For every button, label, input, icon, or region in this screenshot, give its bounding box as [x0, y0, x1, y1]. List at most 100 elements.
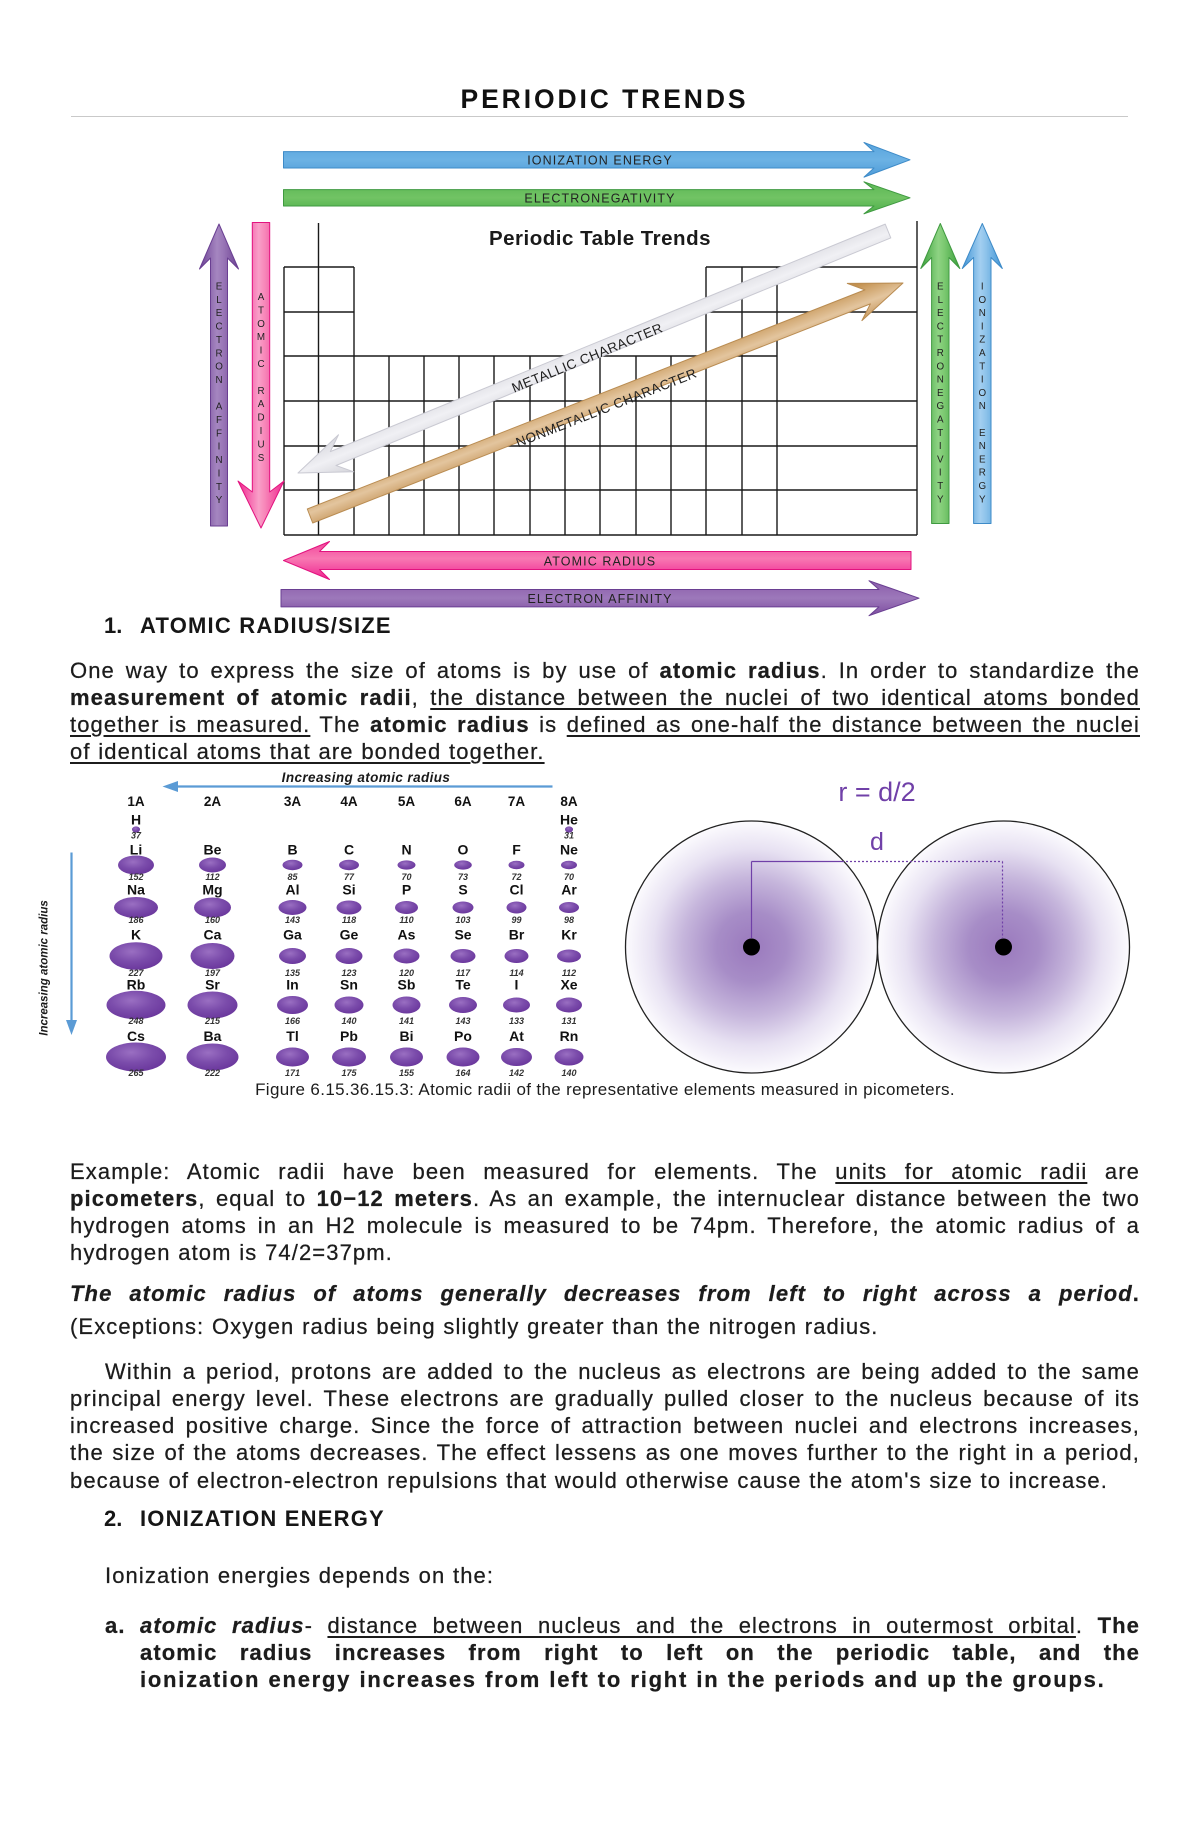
- svg-text:Rn: Rn: [560, 1028, 579, 1044]
- svg-text:E: E: [937, 282, 944, 293]
- svg-text:R: R: [937, 348, 944, 359]
- svg-text:T: T: [216, 335, 222, 346]
- svg-text:Cs: Cs: [127, 1028, 145, 1044]
- svg-text:37: 37: [131, 831, 142, 841]
- svg-text:Be: Be: [204, 842, 222, 858]
- svg-text:135: 135: [285, 968, 301, 978]
- svg-text:77: 77: [344, 872, 355, 882]
- svg-text:I: I: [260, 346, 263, 357]
- svg-text:Cl: Cl: [510, 882, 524, 898]
- svg-text:Ba: Ba: [204, 1028, 222, 1044]
- svg-text:d: d: [870, 828, 884, 856]
- svg-text:As: As: [398, 927, 416, 943]
- svg-text:E: E: [937, 308, 944, 319]
- svg-text:I: I: [515, 977, 519, 993]
- svg-text:A: A: [216, 402, 223, 413]
- svg-text:D: D: [257, 413, 264, 424]
- svg-text:Ne: Ne: [560, 842, 578, 858]
- svg-text:V: V: [937, 454, 944, 465]
- svg-text:C: C: [215, 322, 222, 333]
- svg-text:70: 70: [564, 872, 574, 882]
- svg-text:Na: Na: [127, 882, 145, 898]
- svg-text:S: S: [258, 453, 265, 464]
- svg-text:118: 118: [342, 915, 356, 925]
- svg-text:Sn: Sn: [340, 977, 358, 993]
- svg-text:F: F: [512, 842, 521, 858]
- svg-text:131: 131: [561, 1016, 576, 1026]
- svg-text:N: N: [979, 401, 986, 412]
- svg-text:O: O: [458, 842, 469, 858]
- svg-text:166: 166: [285, 1016, 301, 1026]
- svg-text:Se: Se: [454, 927, 471, 943]
- svg-text:Sr: Sr: [205, 977, 220, 993]
- svg-text:Tl: Tl: [286, 1028, 298, 1044]
- svg-text:Xe: Xe: [560, 977, 577, 993]
- svg-text:T: T: [937, 481, 943, 492]
- svg-text:Increasing atomic radius: Increasing atomic radius: [39, 900, 51, 1036]
- svg-text:140: 140: [561, 1068, 576, 1078]
- svg-text:117: 117: [456, 968, 471, 978]
- svg-text:IONIZATION ENERGY: IONIZATION ENERGY: [527, 154, 673, 168]
- svg-text:E: E: [216, 308, 223, 319]
- svg-text:I: I: [218, 468, 221, 479]
- svg-text:70: 70: [401, 872, 411, 882]
- svg-text:Al: Al: [286, 882, 300, 898]
- svg-text:P: P: [402, 882, 411, 898]
- svg-text:A: A: [258, 292, 265, 303]
- svg-text:At: At: [509, 1028, 524, 1044]
- svg-text:N: N: [979, 308, 986, 319]
- svg-text:197: 197: [205, 968, 221, 978]
- svg-text:G: G: [978, 481, 986, 492]
- svg-text:r = d/2: r = d/2: [838, 777, 915, 807]
- svg-text:114: 114: [509, 968, 523, 978]
- svg-text:ELECTRONEGATIVITY: ELECTRONEGATIVITY: [524, 192, 675, 206]
- svg-text:T: T: [937, 428, 943, 439]
- svg-text:N: N: [979, 441, 986, 452]
- svg-text:Br: Br: [509, 927, 525, 943]
- svg-text:I: I: [260, 426, 263, 437]
- svg-text:171: 171: [285, 1068, 300, 1078]
- svg-text:S: S: [458, 882, 467, 898]
- svg-text:I: I: [939, 468, 942, 479]
- svg-text:Periodic Table Trends: Periodic Table Trends: [489, 227, 711, 250]
- svg-text:Increasing atomic radius: Increasing atomic radius: [282, 770, 451, 785]
- svg-text:120: 120: [399, 968, 414, 978]
- svg-text:In: In: [286, 977, 298, 993]
- svg-text:Y: Y: [937, 494, 944, 505]
- svg-text:E: E: [937, 388, 944, 399]
- svg-text:C: C: [937, 321, 944, 332]
- svg-text:O: O: [978, 388, 986, 399]
- svg-text:Kr: Kr: [561, 927, 577, 943]
- svg-text:5A: 5A: [398, 794, 416, 809]
- svg-text:142: 142: [509, 1068, 524, 1078]
- svg-text:Ga: Ga: [283, 927, 302, 943]
- svg-text:I: I: [981, 282, 984, 293]
- svg-text:155: 155: [399, 1068, 415, 1078]
- svg-text:Si: Si: [342, 882, 355, 898]
- svg-text:N: N: [215, 375, 222, 386]
- svg-text:G: G: [936, 401, 944, 412]
- svg-text:265: 265: [127, 1068, 144, 1078]
- svg-text:R: R: [257, 386, 264, 397]
- svg-text:Te: Te: [455, 977, 471, 993]
- svg-text:248: 248: [127, 1016, 143, 1026]
- svg-text:B: B: [287, 842, 297, 858]
- svg-text:Rb: Rb: [127, 977, 146, 993]
- svg-text:U: U: [257, 439, 264, 450]
- svg-text:175: 175: [341, 1068, 357, 1078]
- svg-text:C: C: [344, 842, 354, 858]
- svg-text:T: T: [979, 361, 985, 372]
- svg-text:110: 110: [399, 915, 413, 925]
- svg-text:112: 112: [205, 872, 219, 882]
- svg-text:123: 123: [341, 968, 356, 978]
- svg-text:H: H: [131, 812, 141, 828]
- svg-text:I: I: [218, 442, 221, 453]
- svg-text:T: T: [937, 335, 943, 346]
- svg-text:72: 72: [511, 872, 521, 882]
- svg-text:I: I: [981, 321, 984, 332]
- svg-text:215: 215: [204, 1016, 221, 1026]
- svg-text:Y: Y: [979, 494, 986, 505]
- svg-text:140: 140: [341, 1016, 356, 1026]
- svg-text:141: 141: [399, 1016, 414, 1026]
- svg-text:Z: Z: [979, 335, 985, 346]
